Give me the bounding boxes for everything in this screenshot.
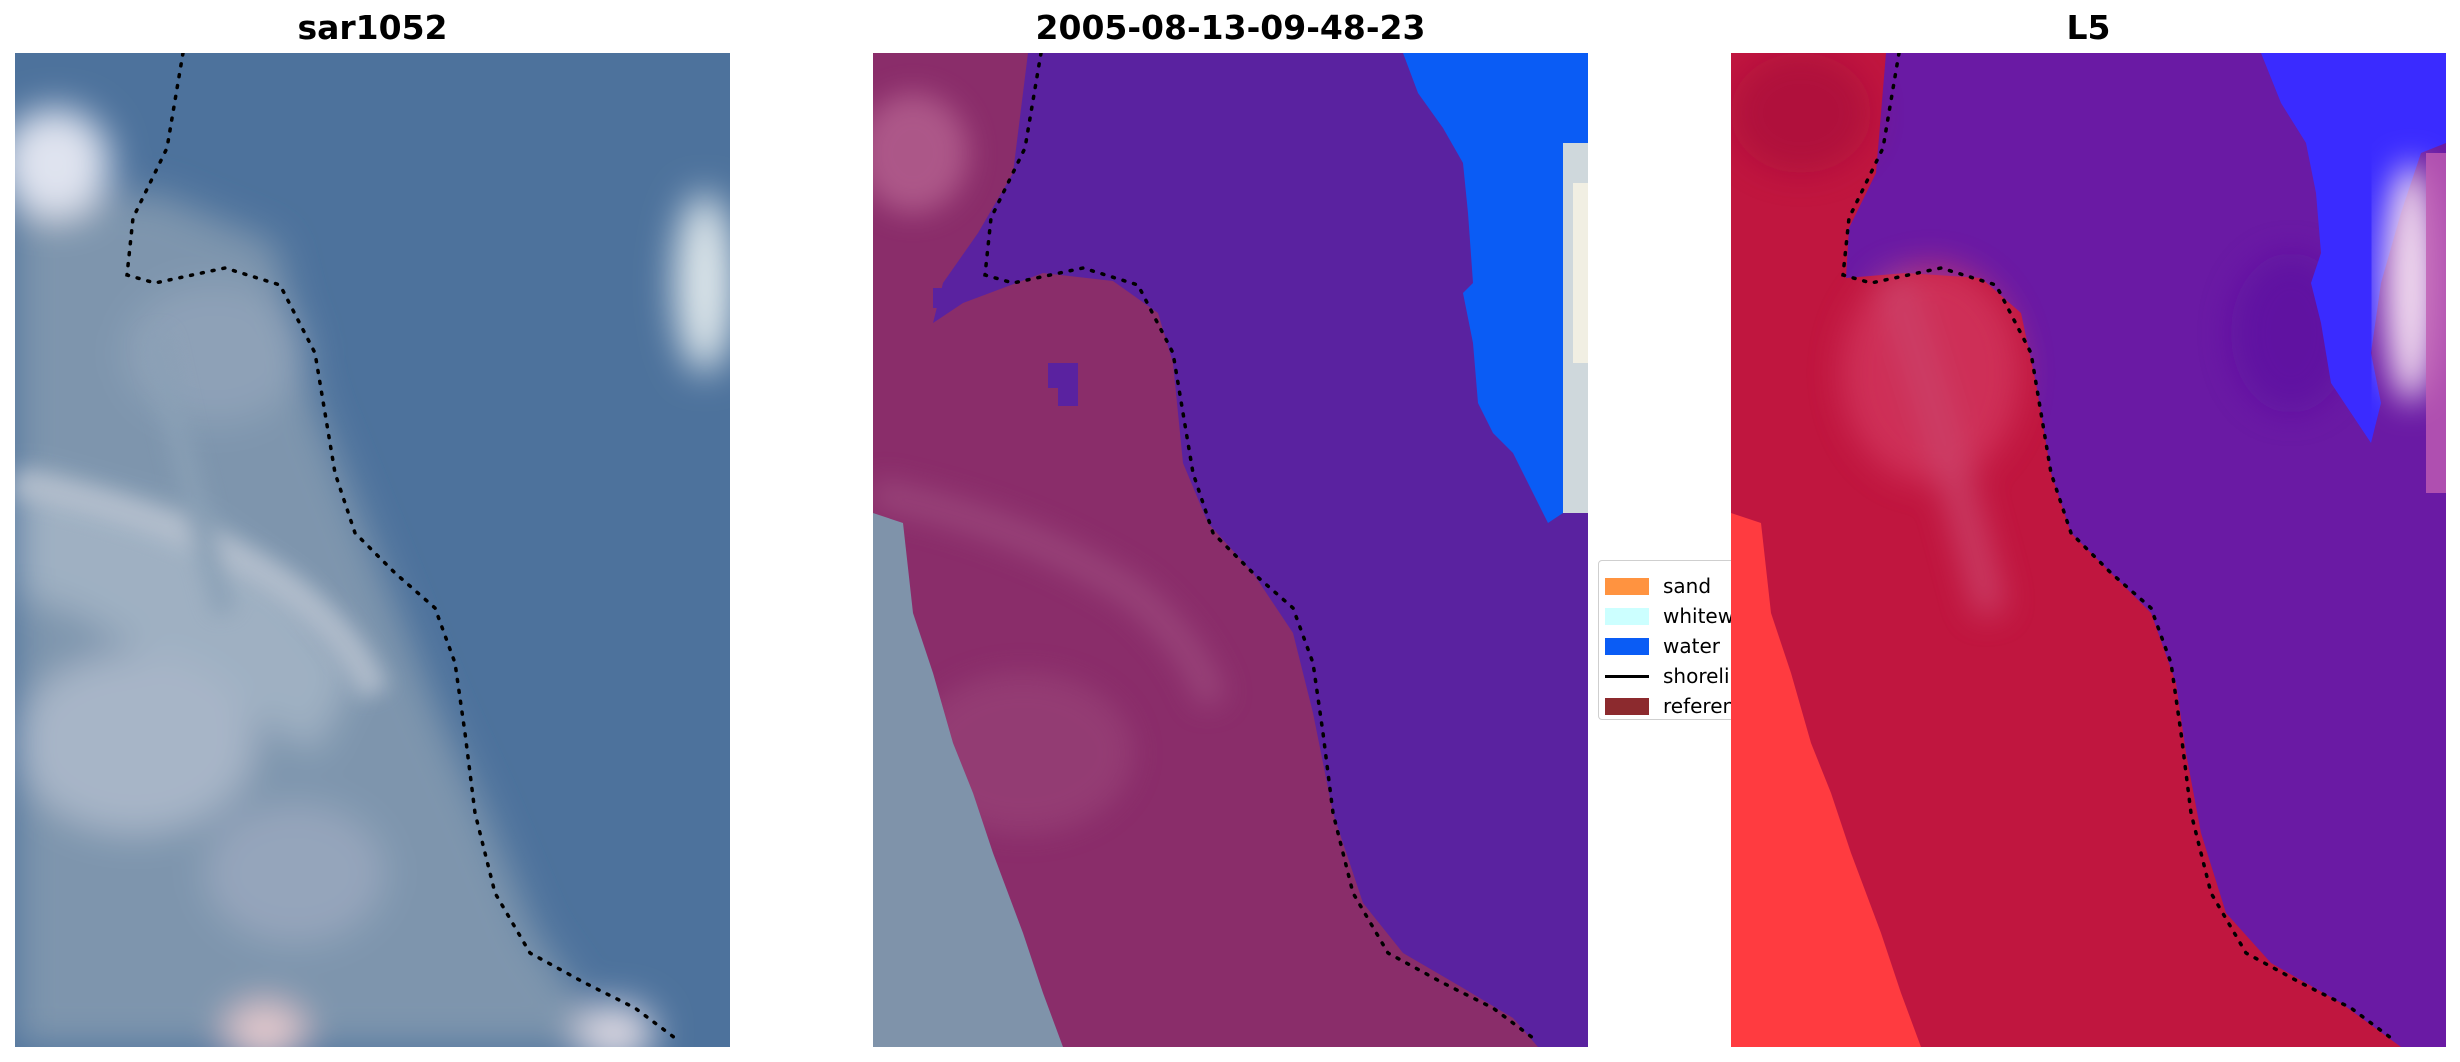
l5-probability-image (1731, 53, 2446, 1047)
shoreline-line (1841, 53, 2393, 1040)
satellite-image (15, 53, 730, 1047)
legend-line-icon (1605, 674, 1649, 678)
classification-image (873, 53, 1588, 1047)
legend-label: reference (1663, 694, 1739, 718)
legend-item-shoreline: shoreline (1605, 663, 1739, 689)
legend-swatch-icon (1605, 607, 1649, 625)
legend-item-sand: sand (1605, 573, 1711, 599)
legend-label: water (1663, 634, 1720, 658)
panel-title-sar1052: sar1052 (297, 8, 448, 47)
l5-probability-panel (1731, 53, 2446, 1047)
panel-title-date: 2005-08-13-09-48-23 (1035, 8, 1426, 47)
shoreline-line (983, 53, 1535, 1040)
legend-swatch-icon (1605, 637, 1649, 655)
legend-item-reference: reference (1605, 693, 1739, 719)
satellite-image-panel (15, 53, 730, 1047)
legend-label: shoreline (1663, 664, 1739, 688)
panel-title-l5: L5 (2066, 8, 2111, 47)
legend-swatch-icon (1605, 697, 1649, 715)
legend-label: whitewater (1663, 604, 1739, 628)
legend-item-whitewater: whitewater (1605, 603, 1739, 629)
shoreline-line (125, 53, 677, 1040)
legend-item-water: water (1605, 633, 1720, 659)
legend-swatch-icon (1605, 577, 1649, 595)
legend: sand whitewater water shoreline reference (1598, 560, 1740, 720)
classification-panel (873, 53, 1588, 1047)
legend-label: sand (1663, 574, 1712, 598)
